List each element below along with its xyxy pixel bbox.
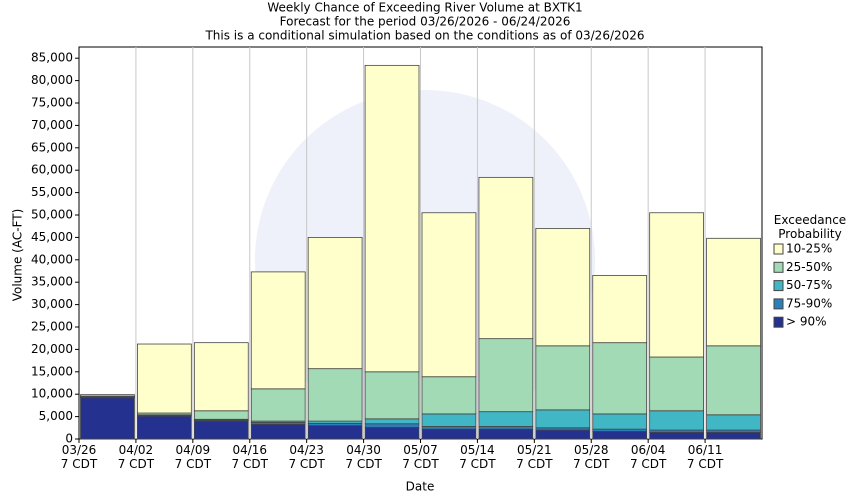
bar-segment (649, 356, 704, 412)
bar-segment (535, 228, 591, 347)
bar-segment (592, 342, 648, 415)
y-axis-label: Volume (AC-FT) (11, 209, 25, 302)
bar-segment (137, 415, 192, 440)
bar-segment (478, 338, 534, 413)
legend-label: 25-50% (786, 260, 832, 274)
bar-segment (592, 430, 648, 440)
y-tick-label: 45,000 (31, 230, 73, 244)
y-tick-label: 30,000 (31, 297, 73, 311)
bar-segment (649, 410, 704, 431)
legend-label: 10-25% (786, 242, 832, 256)
chart-subtitle: This is a conditional simulation based o… (204, 29, 644, 43)
y-tick-label: 70,000 (31, 118, 73, 132)
bar-segment (649, 431, 704, 440)
bar-segment (421, 426, 477, 430)
legend-swatch (773, 243, 784, 255)
x-tick-label: 04/23 7 CDT (288, 443, 325, 471)
bar-segment (478, 411, 534, 427)
bar-segment (478, 176, 534, 340)
bar-segment (421, 428, 477, 440)
chart-subtitle: Forecast for the period 03/26/2026 - 06/… (280, 15, 571, 29)
legend-swatch (773, 316, 784, 328)
bar-segment (364, 418, 420, 425)
bar-segment (307, 368, 363, 422)
y-tick-label: 25,000 (31, 320, 73, 334)
x-tick-label: 05/21 7 CDT (516, 443, 553, 471)
bar-segment (535, 429, 591, 440)
x-tick-label: 05/14 7 CDT (459, 443, 496, 471)
x-tick-label: 06/04 7 CDT (629, 443, 667, 471)
y-tick-label: 55,000 (31, 185, 73, 199)
bar-segment (193, 420, 249, 440)
x-tick-label: 03/26 7 CDT (60, 443, 98, 471)
x-tick-label: 04/30 7 CDT (345, 443, 382, 471)
x-tick-label: 04/09 7 CDT (174, 443, 212, 471)
x-tick-label: 06/11 7 CDT (686, 443, 724, 471)
legend-label: > 90% (786, 315, 827, 329)
bar-segment (706, 237, 761, 347)
bar-segment (364, 423, 420, 428)
legend-swatch (773, 298, 784, 310)
y-tick-label: 35,000 (31, 275, 73, 289)
y-tick-label: 40,000 (31, 252, 73, 266)
y-tick-label: 0 (65, 432, 73, 446)
legend-swatch (773, 280, 784, 292)
bar-segment (478, 428, 534, 440)
y-tick-label: 50,000 (31, 208, 73, 222)
x-axis-label: Date (406, 480, 435, 494)
y-tick-label: 75,000 (31, 96, 73, 110)
bar-segment (250, 271, 306, 390)
y-tick-label: 15,000 (31, 364, 73, 378)
x-tick-label: 04/02 7 CDT (117, 443, 155, 471)
bar-segment (706, 414, 761, 431)
y-tick-label: 65,000 (31, 140, 73, 154)
y-tick-label: 10,000 (31, 387, 73, 401)
bar-segment (592, 413, 648, 430)
bar-segment (250, 423, 306, 440)
bar-segment (535, 409, 591, 429)
bar-segment (364, 371, 420, 420)
x-tick-label: 05/28 7 CDT (573, 443, 610, 471)
bar-segment (706, 345, 761, 416)
bar-segment (592, 275, 648, 344)
bar-segment (421, 376, 477, 415)
legend-swatch (773, 261, 784, 273)
bar-segment (193, 410, 249, 420)
legend-title: Exceedance Probability (773, 213, 847, 241)
bar-segment (80, 394, 135, 397)
legend-label: 50-75% (786, 278, 832, 292)
bar-segment (421, 413, 477, 427)
y-tick-label: 60,000 (31, 163, 73, 177)
x-tick-label: 05/07 7 CDT (402, 443, 439, 471)
x-tick-label: 04/16 7 CDT (231, 443, 268, 471)
y-tick-label: 5,000 (39, 409, 73, 423)
bar-segment (307, 425, 363, 440)
bar-segment (80, 397, 135, 440)
bar-segment (421, 212, 477, 378)
bar-segment (706, 431, 761, 440)
bar-segment (193, 342, 249, 412)
bar-segment (478, 426, 534, 430)
bar-segment (250, 388, 306, 422)
chart-title: Weekly Chance of Exceeding River Volume … (267, 1, 582, 15)
bar-segment (137, 343, 192, 414)
y-tick-label: 80,000 (31, 73, 73, 87)
bar-segment (649, 212, 704, 358)
y-tick-label: 20,000 (31, 342, 73, 356)
legend-label: 75-90% (786, 296, 832, 310)
bar-segment (535, 345, 591, 411)
y-tick-label: 85,000 (31, 51, 73, 65)
bar-segment (364, 426, 420, 440)
bar-segment (364, 64, 420, 373)
bar-segment (307, 236, 363, 370)
